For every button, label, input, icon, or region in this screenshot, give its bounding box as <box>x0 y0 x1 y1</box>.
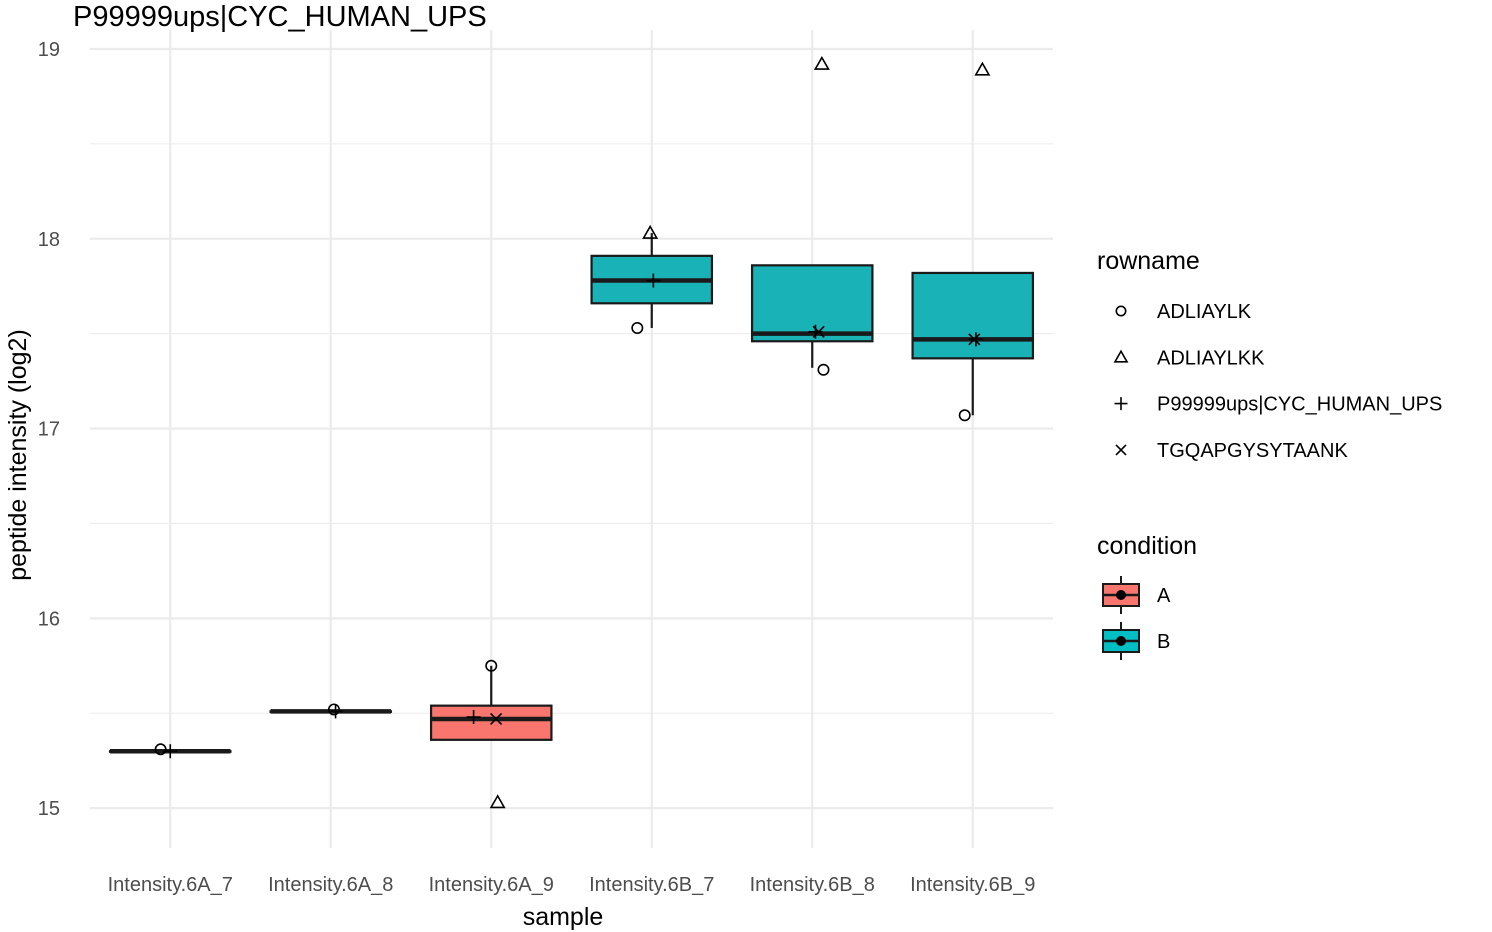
x-axis-ticks: Intensity.6A_7 Intensity.6A_8 Intensity.6A… <box>108 874 1036 896</box>
x-tick-label: Intensity.6A_7 <box>108 874 233 896</box>
y-tick-label: 16 <box>38 608 60 630</box>
point-triangle <box>813 55 830 70</box>
legend-title: condition <box>1097 532 1197 560</box>
point-circle <box>327 703 340 716</box>
point-cross <box>489 712 503 726</box>
point-plus <box>328 704 343 719</box>
chart-title: P99999ups|CYC_HUMAN_UPS <box>73 1 487 33</box>
legend-label: ADLIAYLKK <box>1157 347 1265 369</box>
box-Intensity.6B_8 <box>750 264 874 368</box>
box-rect <box>750 264 874 343</box>
x-tick-label: Intensity.6B_7 <box>589 874 714 896</box>
y-axis-ticks: 15 16 17 18 19 <box>38 39 60 820</box>
point-plus <box>163 744 178 759</box>
point-triangle <box>974 61 991 76</box>
legend-title: rowname <box>1097 247 1200 275</box>
x-tick-label: Intensity.6A_8 <box>268 874 393 896</box>
point-cross <box>812 325 825 338</box>
legend-key-dot <box>1116 590 1126 600</box>
box-Intensity.6B_9 <box>911 271 1035 416</box>
y-tick-label: 18 <box>38 229 60 251</box>
legend-key-plus <box>1114 397 1128 411</box>
legend-label: A <box>1157 585 1171 607</box>
point-triangle <box>642 224 659 239</box>
x-tick-label: Intensity.6B_9 <box>910 874 1035 896</box>
point-circle <box>631 321 644 334</box>
point-circle <box>154 743 167 756</box>
legend-key-circle <box>1115 305 1127 317</box>
legend-label: ADLIAYLK <box>1157 301 1252 323</box>
legend-key-triangle <box>1113 349 1129 363</box>
point-circle <box>817 363 830 376</box>
legend-key-box <box>1102 622 1140 660</box>
box-rect <box>911 271 1035 360</box>
point-cross <box>968 333 981 346</box>
point-plus <box>808 324 823 339</box>
boxplot-boxes <box>108 233 1035 754</box>
point-plus <box>466 710 481 725</box>
y-tick-label: 15 <box>38 798 60 820</box>
y-axis-title: peptide intensity (log2) <box>4 329 32 581</box>
legend-key-box <box>1102 576 1140 614</box>
legend-label: TGQAPGYSYTAANK <box>1157 440 1348 462</box>
grid-lines <box>90 30 1053 848</box>
data-points <box>154 55 991 809</box>
point-plus <box>968 332 983 347</box>
legend-rowname: rowname ADLIAYLK ADLIAYLKK P99999ups|CYC_HU… <box>1097 247 1442 462</box>
x-tick-label: Intensity.6A_9 <box>429 874 554 896</box>
x-axis-title: sample <box>523 903 604 931</box>
legend-condition: condition A B <box>1097 532 1197 660</box>
point-plus <box>646 273 661 288</box>
y-tick-label: 17 <box>38 419 60 441</box>
legend-key-dot <box>1116 636 1126 646</box>
point-circle <box>485 659 498 672</box>
point-triangle <box>489 794 506 809</box>
y-tick-label: 19 <box>38 39 60 61</box>
box-Intensity.6A_9 <box>429 665 553 741</box>
x-tick-label: Intensity.6B_8 <box>750 874 875 896</box>
legend-key-cross <box>1115 444 1127 456</box>
point-circle <box>958 409 971 422</box>
legend-label: B <box>1157 631 1170 653</box>
legend-label: P99999ups|CYC_HUMAN_UPS <box>1157 394 1442 416</box>
